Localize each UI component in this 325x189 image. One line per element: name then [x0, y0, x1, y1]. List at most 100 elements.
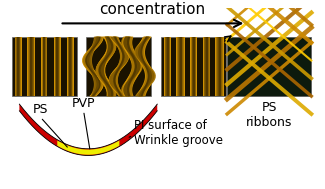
Polygon shape: [87, 37, 98, 96]
Polygon shape: [127, 37, 137, 96]
Bar: [43, 37, 46, 96]
Polygon shape: [87, 37, 99, 96]
Bar: [55, 37, 59, 96]
Bar: [27, 37, 35, 96]
Bar: [178, 37, 183, 96]
Polygon shape: [124, 37, 140, 96]
Bar: [217, 37, 222, 96]
Bar: [190, 37, 197, 96]
Bar: [43, 37, 46, 96]
Polygon shape: [138, 37, 152, 96]
Polygon shape: [109, 37, 129, 96]
Bar: [30, 37, 33, 96]
Polygon shape: [87, 37, 99, 96]
Bar: [193, 37, 194, 96]
Bar: [218, 37, 221, 96]
Bar: [215, 37, 224, 96]
Bar: [17, 37, 20, 96]
Bar: [41, 37, 47, 96]
Bar: [70, 37, 71, 96]
Polygon shape: [124, 37, 140, 96]
Polygon shape: [114, 37, 124, 96]
Bar: [164, 37, 172, 96]
Bar: [215, 37, 224, 96]
Bar: [16, 37, 20, 96]
Text: concentration: concentration: [99, 2, 205, 17]
Polygon shape: [83, 37, 103, 96]
Bar: [27, 37, 35, 96]
Bar: [177, 37, 184, 96]
Bar: [70, 37, 71, 96]
Bar: [44, 37, 45, 96]
Polygon shape: [87, 37, 99, 96]
Bar: [41, 37, 47, 96]
Bar: [55, 37, 60, 96]
Bar: [56, 37, 59, 96]
Text: PS: PS: [33, 103, 48, 116]
Bar: [227, 37, 311, 96]
Bar: [30, 37, 33, 96]
Bar: [69, 37, 72, 96]
Polygon shape: [20, 104, 157, 156]
Bar: [165, 37, 170, 96]
Bar: [206, 37, 208, 96]
Bar: [190, 37, 197, 96]
Polygon shape: [109, 37, 129, 96]
Bar: [69, 37, 72, 96]
Bar: [55, 37, 59, 96]
Polygon shape: [136, 37, 154, 96]
Bar: [67, 37, 73, 96]
Bar: [164, 37, 172, 96]
Bar: [43, 37, 46, 96]
Bar: [68, 37, 73, 96]
Bar: [179, 37, 182, 96]
Polygon shape: [137, 37, 153, 96]
Polygon shape: [140, 37, 150, 96]
Polygon shape: [99, 37, 112, 96]
Polygon shape: [137, 37, 153, 96]
Bar: [54, 37, 61, 96]
Polygon shape: [87, 37, 99, 96]
Bar: [42, 37, 46, 96]
Bar: [12, 37, 77, 96]
Bar: [165, 37, 171, 96]
Bar: [193, 37, 194, 96]
Polygon shape: [112, 37, 125, 96]
Bar: [12, 37, 77, 96]
Bar: [216, 37, 223, 96]
Bar: [218, 37, 221, 96]
Polygon shape: [138, 37, 152, 96]
Polygon shape: [113, 37, 125, 96]
Polygon shape: [113, 37, 125, 96]
Bar: [166, 37, 169, 96]
Bar: [176, 37, 185, 96]
Polygon shape: [85, 37, 101, 96]
Polygon shape: [113, 37, 125, 96]
Polygon shape: [138, 37, 152, 96]
Bar: [16, 37, 21, 96]
Polygon shape: [98, 37, 114, 96]
Polygon shape: [82, 37, 103, 96]
Polygon shape: [136, 37, 154, 96]
Polygon shape: [123, 37, 141, 96]
Polygon shape: [99, 37, 112, 96]
Bar: [192, 37, 195, 96]
Polygon shape: [139, 37, 151, 96]
Bar: [43, 37, 46, 96]
Bar: [178, 37, 183, 96]
Polygon shape: [112, 37, 125, 96]
Bar: [68, 37, 73, 96]
Bar: [205, 37, 208, 96]
Polygon shape: [124, 37, 140, 96]
Bar: [54, 37, 61, 96]
Bar: [15, 37, 22, 96]
Bar: [204, 37, 209, 96]
Bar: [55, 37, 60, 96]
Bar: [57, 37, 58, 96]
Bar: [192, 37, 196, 96]
Polygon shape: [99, 37, 113, 96]
Bar: [30, 37, 32, 96]
Polygon shape: [111, 37, 127, 96]
Polygon shape: [98, 37, 113, 96]
Bar: [216, 37, 223, 96]
